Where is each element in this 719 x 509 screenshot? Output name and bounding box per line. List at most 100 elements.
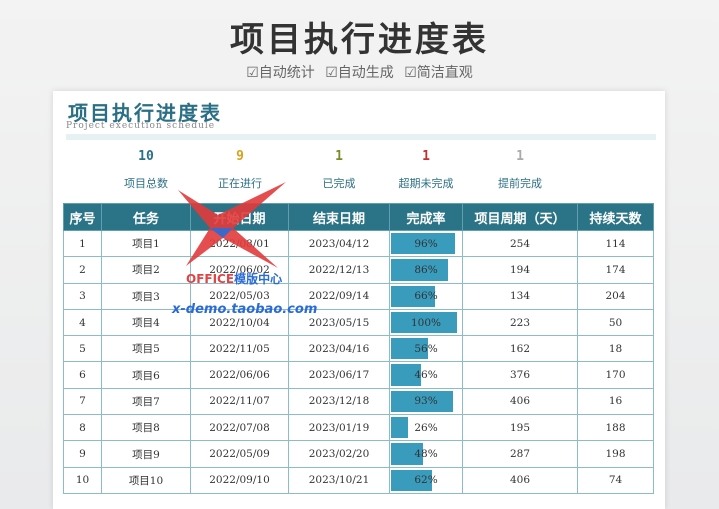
cell-task: 项目1	[101, 229, 191, 258]
table-row: 8 项目8 2022/07/08 2023/01/19 26% 195 188	[63, 414, 654, 442]
cell-no: 2	[63, 256, 102, 284]
cell-end-date: 2023/05/15	[288, 308, 390, 337]
stat-label: 提前完成	[498, 177, 542, 190]
cell-no: 1	[63, 229, 102, 258]
cell-start-date: 2022/11/05	[190, 335, 289, 363]
cell-no: 8	[63, 414, 102, 442]
cell-days: 204	[577, 282, 654, 310]
stat-value: 1	[422, 149, 430, 164]
cell-no: 3	[63, 282, 102, 310]
stat-label: 正在进行	[218, 177, 262, 190]
table-row: 10 项目10 2022/09/10 2023/10/21 62% 406 74	[63, 466, 654, 494]
rate-text: 93%	[414, 395, 438, 408]
cell-days: 18	[577, 335, 654, 363]
cell-rate: 96%	[389, 229, 463, 258]
cell-cycle: 195	[462, 414, 578, 442]
rate-bar	[391, 311, 458, 334]
stat-total: 10 项目总数	[101, 149, 191, 191]
cell-cycle: 287	[462, 440, 578, 468]
stat-label: 超期未完成	[398, 177, 454, 190]
rate-text: 26%	[414, 421, 438, 434]
rate-bar	[391, 390, 453, 413]
cell-start-date: 2022/11/07	[190, 387, 289, 416]
cell-end-date: 2023/01/19	[288, 414, 390, 442]
cell-start-date: 2022/07/08	[190, 414, 289, 442]
cell-start-date: 2022/09/10	[190, 466, 289, 494]
cell-cycle: 223	[462, 308, 578, 337]
spreadsheet-preview: 项目执行进度表 Project execution schedule 10 项目…	[53, 91, 665, 509]
sheet-subtitle: Project execution schedule	[66, 121, 216, 131]
cell-no: 6	[63, 361, 102, 389]
rate-text: 66%	[414, 290, 438, 303]
rate-bar	[391, 259, 448, 281]
cell-days: 170	[577, 361, 654, 389]
cell-cycle: 376	[462, 361, 578, 389]
stat-label: 项目总数	[124, 177, 168, 190]
cell-task: 项目8	[101, 414, 191, 442]
feature-tag: ☑自动统计	[246, 65, 315, 81]
page-title: 项目执行进度表	[230, 20, 489, 60]
stat-early: 1 提前完成	[475, 149, 565, 191]
rate-bar	[391, 469, 433, 491]
cell-start-date: 2022/05/09	[190, 440, 289, 468]
rate-text: 96%	[414, 237, 438, 250]
cell-no: 9	[63, 440, 102, 468]
cell-end-date: 2023/04/16	[288, 335, 390, 363]
rate-bar	[391, 338, 429, 360]
stat-value: 1	[516, 149, 524, 164]
cell-rate: 56%	[389, 335, 463, 363]
cell-days: 174	[577, 256, 654, 284]
rate-bar	[391, 443, 423, 465]
stat-in-progress: 9 正在进行	[195, 149, 285, 191]
header-no: 序号	[63, 203, 102, 231]
cell-cycle: 254	[462, 229, 578, 258]
table-row: 4 项目4 2022/10/04 2023/05/15 100% 223 50	[63, 308, 654, 337]
cell-task: 项目9	[101, 440, 191, 468]
stat-label: 已完成	[322, 177, 356, 190]
table-row: 5 项目5 2022/11/05 2023/04/16 56% 162 18	[63, 335, 654, 363]
feature-tags: ☑自动统计 ☑自动生成 ☑简洁直观	[0, 62, 719, 82]
header-start-date: 开始日期	[190, 203, 289, 231]
cell-no: 4	[63, 308, 102, 337]
cell-task: 项目7	[101, 387, 191, 416]
cell-cycle: 134	[462, 282, 578, 310]
cell-rate: 100%	[389, 308, 463, 337]
stat-completed: 1 已完成	[294, 149, 384, 191]
rate-bar	[391, 364, 422, 386]
cell-rate: 48%	[389, 440, 463, 468]
cell-end-date: 2022/09/14	[288, 282, 390, 310]
cell-task: 项目3	[101, 282, 191, 310]
cell-task: 项目6	[101, 361, 191, 389]
table-row: 1 项目1 2022/08/01 2023/04/12 96% 254 114	[63, 229, 654, 258]
cell-no: 10	[63, 466, 102, 494]
cell-rate: 86%	[389, 256, 463, 284]
rate-text: 86%	[414, 263, 438, 276]
cell-rate: 66%	[389, 282, 463, 310]
cell-task: 项目2	[101, 256, 191, 284]
cell-rate: 46%	[389, 361, 463, 389]
cell-start-date: 2022/08/01	[190, 229, 289, 258]
rate-text: 62%	[414, 474, 438, 487]
cell-cycle: 406	[462, 466, 578, 494]
cell-end-date: 2023/06/17	[288, 361, 390, 389]
rate-text: 48%	[414, 448, 438, 461]
cell-no: 7	[63, 387, 102, 416]
table-header-row: 序号 任务 开始日期 结束日期 完成率 项目周期（天） 持续天数	[63, 203, 654, 231]
cell-days: 198	[577, 440, 654, 468]
cell-rate: 26%	[389, 414, 463, 442]
stat-value: 9	[236, 149, 244, 164]
header-end-date: 结束日期	[288, 203, 390, 231]
cell-days: 114	[577, 229, 654, 258]
cell-end-date: 2022/12/13	[288, 256, 390, 284]
table-row: 7 项目7 2022/11/07 2023/12/18 93% 406 16	[63, 387, 654, 416]
cell-end-date: 2023/12/18	[288, 387, 390, 416]
cell-task: 项目5	[101, 335, 191, 363]
cell-task: 项目10	[101, 466, 191, 494]
rate-bar	[391, 285, 435, 307]
rate-text: 46%	[414, 369, 438, 382]
stat-value: 10	[138, 149, 154, 164]
sheet-title: 项目执行进度表	[68, 101, 222, 125]
cell-days: 74	[577, 466, 654, 494]
table-row: 9 项目9 2022/05/09 2023/02/20 48% 287 198	[63, 440, 654, 468]
header-days: 持续天数	[577, 203, 654, 231]
